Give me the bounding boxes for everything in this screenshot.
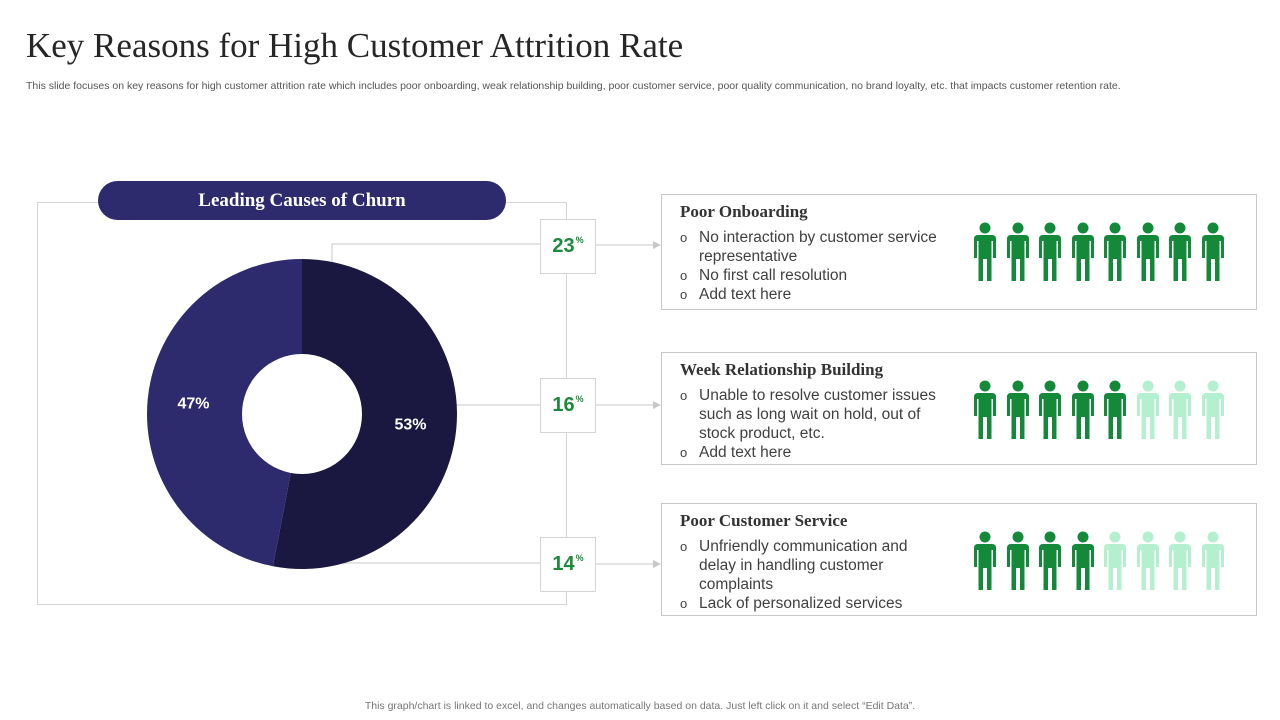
reason-bullets-1: No interaction by customer service repre… — [680, 228, 940, 304]
person-filled-icon — [974, 380, 996, 439]
percent-sign-3: % — [575, 553, 584, 563]
person-filled-icon — [1169, 222, 1191, 281]
donut-hole — [242, 354, 362, 474]
person-filled-icon — [1039, 222, 1061, 281]
chart-header: Leading Causes of Churn — [98, 181, 506, 220]
reason-2-bullet-1: Unable to resolve customer issues such a… — [680, 386, 940, 443]
percent-value-2: 16 — [552, 394, 575, 416]
reason-bullets-2: Unable to resolve customer issues such a… — [680, 386, 940, 462]
person-outline-icon — [1104, 531, 1126, 590]
percent-sign-2: % — [575, 394, 584, 404]
person-filled-icon — [1104, 222, 1126, 281]
donut-chart: 53% 47% — [147, 259, 458, 569]
person-filled-icon — [1006, 531, 1029, 590]
donut-label-1: 53% — [395, 416, 427, 433]
arrow-head-3 — [653, 560, 661, 568]
person-filled-icon — [974, 531, 996, 590]
person-outline-icon — [1201, 531, 1224, 590]
people-icons-3 — [972, 531, 1226, 591]
reason-title-1: Poor Onboarding — [680, 202, 808, 221]
person-filled-icon — [1104, 380, 1126, 439]
person-filled-icon — [1071, 380, 1094, 439]
percent-box-2: 16% — [540, 378, 596, 433]
person-filled-icon — [1006, 222, 1029, 281]
person-outline-icon — [1169, 531, 1191, 590]
reason-1-bullet-1: No interaction by customer service repre… — [680, 228, 940, 266]
reason-1-bullet-2: No first call resolution — [680, 266, 940, 285]
reason-bullets-3: Unfriendly communication and delay in ha… — [680, 537, 940, 613]
reason-1-bullet-3: Add text here — [680, 285, 940, 304]
person-filled-icon — [1071, 531, 1094, 590]
reason-card-3: Poor Customer Service Unfriendly communi… — [661, 503, 1257, 616]
percent-value-3: 14 — [552, 553, 575, 575]
person-filled-icon — [1136, 222, 1159, 281]
person-filled-icon — [1039, 531, 1061, 590]
person-filled-icon — [1039, 380, 1061, 439]
page-title: Key Reasons for High Customer Attrition … — [26, 26, 684, 65]
arrow-head-2 — [653, 401, 661, 409]
reason-title-3: Poor Customer Service — [680, 511, 848, 530]
person-filled-icon — [1071, 222, 1094, 281]
percent-box-3: 14% — [540, 537, 596, 592]
person-filled-icon — [1201, 222, 1224, 281]
person-outline-icon — [1136, 380, 1159, 439]
percent-box-1: 23% — [540, 219, 596, 274]
arrow-head-1 — [653, 241, 661, 249]
person-filled-icon — [974, 222, 996, 281]
footnote: This graph/chart is linked to excel, and… — [364, 700, 916, 712]
reason-card-2: Week Relationship Building Unable to res… — [661, 352, 1257, 465]
people-icons-2 — [972, 380, 1226, 440]
reason-2-bullet-2: Add text here — [680, 443, 940, 462]
donut-label-2: 47% — [177, 396, 209, 413]
person-outline-icon — [1136, 531, 1159, 590]
percent-value-1: 23 — [552, 235, 575, 257]
reason-card-1: Poor Onboarding No interaction by custom… — [661, 194, 1257, 310]
donut-slice-1 — [272, 259, 458, 569]
person-outline-icon — [1201, 380, 1224, 439]
people-icons-1 — [972, 222, 1226, 282]
reason-3-bullet-1: Unfriendly communication and delay in ha… — [680, 537, 940, 594]
reason-title-2: Week Relationship Building — [680, 360, 884, 379]
percent-sign-1: % — [575, 235, 584, 245]
donut-slice-2 — [147, 259, 302, 567]
reason-3-bullet-2: Lack of personalized services — [680, 594, 940, 613]
person-filled-icon — [1006, 380, 1029, 439]
person-outline-icon — [1169, 380, 1191, 439]
page-subtitle: This slide focuses on key reasons for hi… — [26, 80, 1121, 92]
